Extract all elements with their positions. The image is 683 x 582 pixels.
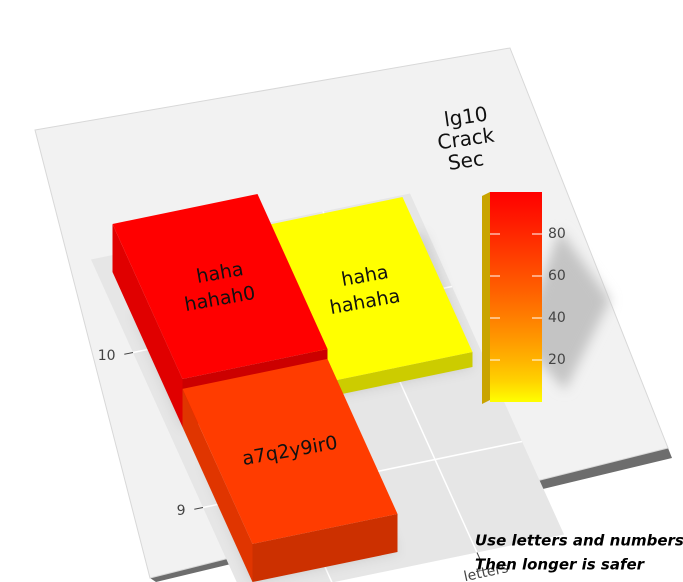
tile-side xyxy=(182,388,253,582)
colorbar-label: 80 xyxy=(548,226,566,242)
y-tick-label: 9 xyxy=(177,503,186,519)
legend-shadow xyxy=(520,230,610,390)
y-tick-label: 10 xyxy=(98,348,116,364)
colorbar-label: 60 xyxy=(548,268,566,284)
colorbar-label: 20 xyxy=(548,352,566,368)
colorbar-label: 40 xyxy=(548,310,566,326)
x-tick xyxy=(476,552,482,563)
caption: Then longer is safer xyxy=(475,556,646,574)
y-tick xyxy=(194,507,204,510)
colorbar-side xyxy=(482,192,490,404)
y-tick xyxy=(124,352,134,355)
caption: Use letters and numbers xyxy=(475,532,683,550)
tile-side xyxy=(112,224,183,427)
tile xyxy=(182,358,398,544)
tile-front xyxy=(252,513,398,582)
legend-title: Sec xyxy=(446,146,485,175)
tile xyxy=(112,194,328,379)
tile-front xyxy=(327,352,473,397)
colorbar xyxy=(490,192,542,402)
